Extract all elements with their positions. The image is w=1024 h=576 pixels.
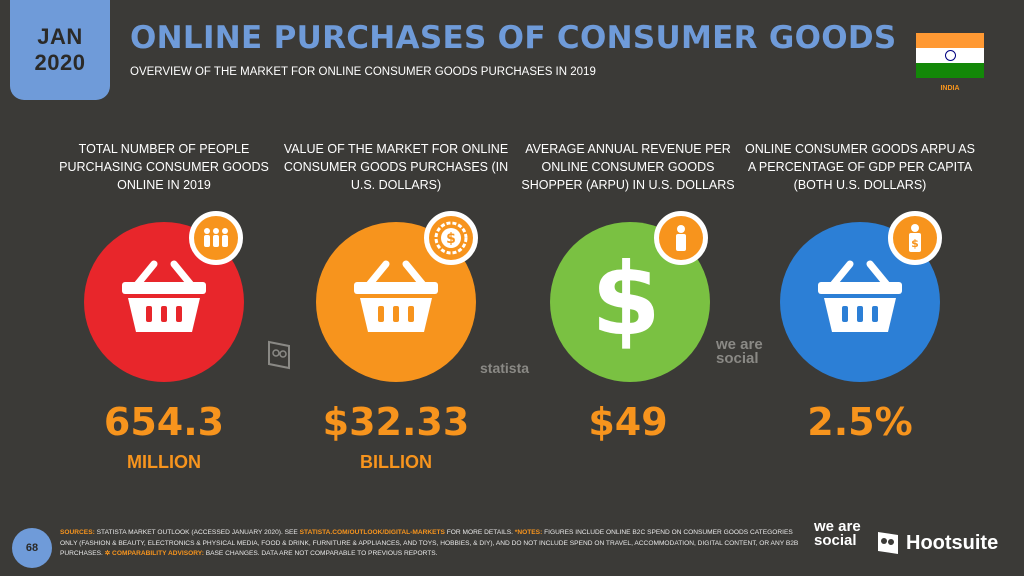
notes-text: FIGURES INCLUDE ONLINE B2C SPEND ON CONS…	[60, 529, 799, 557]
date-month: JAN	[37, 24, 83, 49]
stat-value: 2.5%	[807, 400, 913, 444]
dollar-seal-icon: $	[424, 211, 478, 265]
sources-text: STATISTA MARKET OUTLOOK (ACCESSED JANUAR…	[94, 529, 300, 536]
date-tab: JAN 2020	[10, 0, 110, 100]
page-number: 68	[12, 528, 52, 568]
page-subtitle: OVERVIEW OF THE MARKET FOR ONLINE CONSUM…	[130, 66, 596, 78]
svg-text:$: $	[591, 241, 661, 358]
advisory-label: ✲ COMPARABILITY ADVISORY:	[104, 550, 204, 557]
advisory-text: BASE CHANGES. DATA ARE NOT COMPARABLE TO…	[203, 550, 438, 557]
stat-label: TOTAL NUMBER OF PEOPLE PURCHASING CONSUM…	[59, 142, 269, 192]
people-icon	[189, 211, 243, 265]
stat-value: $32.33	[322, 400, 470, 444]
stat-column-arpu: AVERAGE ANNUAL REVENUE PER ONLINE CONSUM…	[513, 140, 743, 200]
hootsuite-owl-icon	[878, 532, 898, 554]
sources-link[interactable]: STATISTA.COM/OUTLOOK/DIGITAL-MARKETS	[299, 529, 445, 536]
sources-note: SOURCES: STATISTA MARKET OUTLOOK (ACCESS…	[60, 528, 800, 560]
we-are-social-watermark: we are social	[716, 336, 763, 367]
stat-value: $49	[588, 400, 668, 444]
statista-watermark: statista	[480, 360, 530, 376]
stat-unit: MILLION	[127, 452, 201, 472]
stat-label: VALUE OF THE MARKET FOR ONLINE CONSUMER …	[283, 142, 509, 192]
hootsuite-wordmark: Hootsuite	[906, 531, 999, 554]
stat-unit: BILLION	[360, 452, 432, 472]
basket-icon	[122, 260, 206, 332]
stat-column-arpu-gdp: ONLINE CONSUMER GOODS ARPU AS A PERCENTA…	[745, 140, 975, 200]
country-label: INDIA	[940, 85, 960, 92]
person-icon	[654, 211, 708, 265]
basket-icon	[354, 260, 438, 332]
stat-value: 654.3	[103, 400, 225, 444]
india-flag-icon	[916, 33, 984, 78]
we-are-social-logo: we are social	[814, 518, 861, 549]
sources-label: SOURCES:	[60, 529, 95, 536]
stat-column-people: TOTAL NUMBER OF PEOPLE PURCHASING CONSUM…	[49, 140, 279, 200]
basket-icon	[818, 260, 902, 332]
svg-text:$: $	[446, 231, 456, 247]
stat-label: AVERAGE ANNUAL REVENUE PER ONLINE CONSUM…	[521, 142, 735, 192]
stat-column-market-value: VALUE OF THE MARKET FOR ONLINE CONSUMER …	[281, 140, 511, 200]
notes-label: *NOTES:	[514, 529, 543, 536]
stat-label: ONLINE CONSUMER GOODS ARPU AS A PERCENTA…	[745, 142, 975, 192]
svg-text:$: $	[911, 237, 919, 250]
person-dollar-icon: $	[888, 211, 942, 265]
page-title: ONLINE PURCHASES OF CONSUMER GOODS	[130, 20, 897, 56]
hootsuite-owl-watermark-icon	[268, 340, 290, 370]
sources-text-2: FOR MORE DETAILS.	[444, 529, 515, 536]
dollar-icon: $	[591, 241, 661, 358]
date-year: 2020	[34, 50, 86, 75]
hootsuite-logo: Hootsuite	[876, 530, 998, 556]
